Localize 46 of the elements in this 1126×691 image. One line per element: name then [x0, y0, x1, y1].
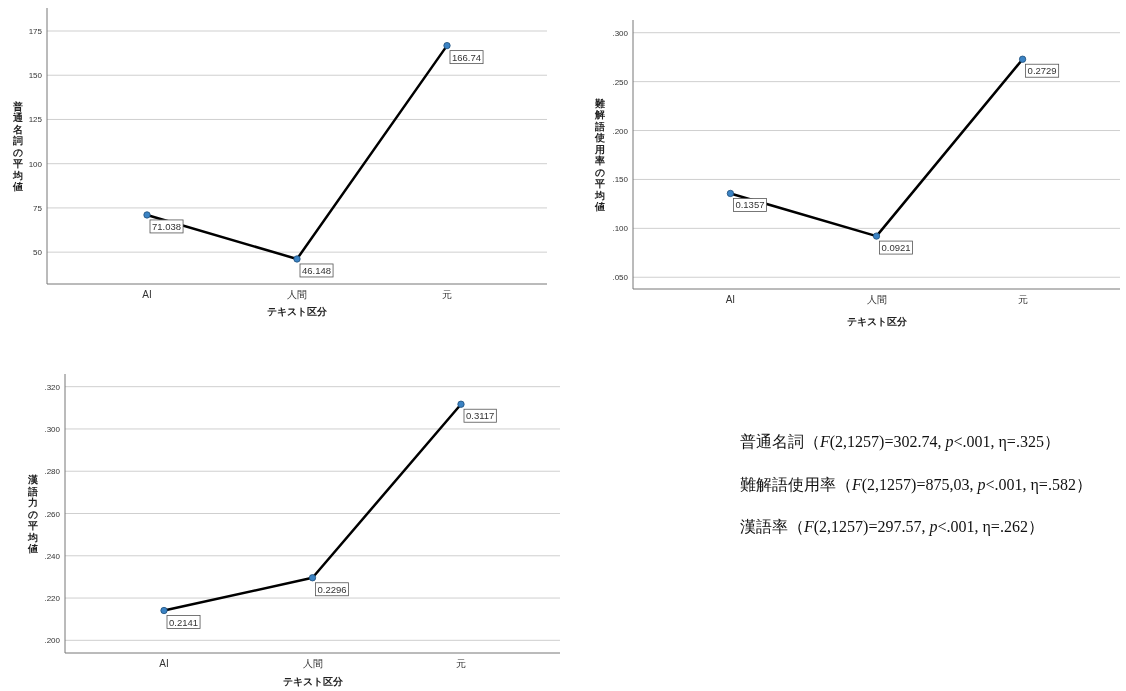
text: 普通名詞（F(2,1257)=302.74, p<.001, η=.325）: [740, 433, 1060, 451]
y-tick-label: 150: [28, 71, 43, 81]
x-tick-label: 元: [1017, 294, 1028, 305]
data-label: 0.1357: [735, 199, 765, 211]
x-axis-title: テキスト区分: [846, 316, 908, 327]
y-tick-label: .050: [612, 273, 629, 283]
y-tick-label: .300: [612, 28, 629, 38]
x-tick-label: 元: [456, 658, 466, 669]
text: 難解語使用率（F(2,1257)=875,03, p<.001, η=.582）: [740, 475, 1092, 494]
y-tick-label: .150: [612, 175, 629, 185]
y-tick-label: 175: [28, 27, 43, 36]
x-tick-label: 人間: [866, 294, 887, 305]
y-tick-label: .300: [44, 424, 61, 434]
data-label: 0.2141: [169, 616, 199, 628]
x-tick-label: AI: [159, 658, 169, 669]
text: 漢語率（F(2,1257)=297.57, p<.001, η=.262）: [740, 518, 1044, 536]
y-tick-label: 100: [28, 159, 43, 169]
text: 難解語使用率の平均値: [595, 97, 605, 213]
x-tick-label: AI: [725, 294, 736, 305]
y-tick-label: 75: [33, 203, 43, 213]
y-tick-label: .200: [44, 636, 61, 646]
y-tick-label: 125: [28, 115, 43, 125]
data-label: 0.3117: [466, 410, 495, 422]
data-label: 71.038: [152, 220, 182, 232]
y-tick-label: .200: [612, 126, 629, 136]
data-label: 46.148: [302, 264, 332, 276]
x-axis-title: テキスト区分: [267, 306, 328, 317]
y-tick-label: .250: [612, 77, 629, 87]
x-axis-title: テキスト区分: [282, 676, 344, 687]
data-label: 0.2729: [1027, 65, 1057, 77]
x-tick-label: 人間: [287, 289, 307, 300]
y-tick-label: .220: [44, 594, 61, 604]
y-tick-label: .240: [44, 551, 61, 561]
y-axis-title: 漢語力の平均値: [27, 474, 39, 554]
x-tick-label: AI: [142, 289, 152, 300]
y-tick-label: .320: [44, 382, 61, 392]
data-label: 166.74: [452, 51, 482, 63]
y-tick-label: .260: [44, 509, 61, 519]
data-label: 0.0921: [881, 242, 911, 254]
x-tick-label: 人間: [302, 658, 323, 669]
data-label: 0.2296: [317, 583, 347, 595]
y-tick-label: 50: [33, 248, 43, 258]
x-tick-label: 元: [442, 289, 452, 300]
y-tick-label: .280: [44, 467, 61, 477]
y-axis-title: 普通名詞の平均値: [12, 100, 24, 193]
y-tick-label: .100: [612, 224, 629, 234]
